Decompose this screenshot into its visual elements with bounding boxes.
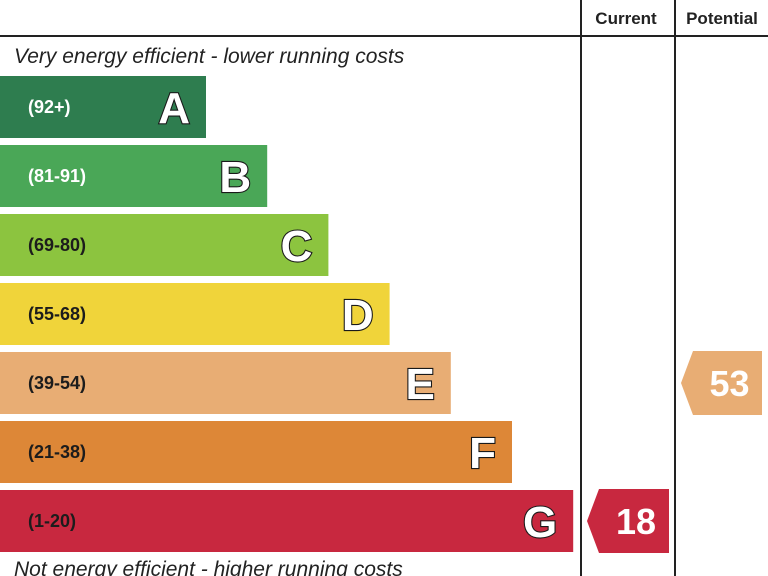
band-b-range: (81-91) <box>28 166 86 186</box>
band-b: (81-91) B <box>0 145 268 207</box>
band-f-bar <box>0 421 512 483</box>
band-a-letter: A <box>158 84 190 133</box>
band-f-range: (21-38) <box>28 442 86 462</box>
potential-rating-value: 53 <box>709 363 749 404</box>
band-e-letter: E <box>405 360 434 409</box>
band-g: (1-20) G <box>0 490 574 552</box>
bottom-caption: Not energy efficient - higher running co… <box>14 558 403 576</box>
current-rating-arrow <box>587 489 669 553</box>
current-rating-marker: 18 <box>587 489 669 553</box>
band-g-bar <box>0 490 574 552</box>
band-c-range: (69-80) <box>28 235 86 255</box>
band-c: (69-80) C <box>0 214 329 276</box>
potential-column-header: Potential <box>686 9 758 28</box>
band-f-letter: F <box>469 429 496 478</box>
band-g-range: (1-20) <box>28 511 76 531</box>
band-c-letter: C <box>281 222 313 271</box>
band-b-letter: B <box>219 153 251 202</box>
band-e-bar <box>0 352 451 414</box>
rating-bands: (92+) A (81-91) B (69-80) C (55-68) D (39-54) E (2… <box>0 76 574 552</box>
potential-rating-marker: 53 <box>681 351 762 415</box>
current-column-header: Current <box>595 9 657 28</box>
potential-rating-arrow <box>681 351 762 415</box>
band-a-bar <box>0 76 206 138</box>
current-rating-value: 18 <box>616 501 656 542</box>
band-e-range: (39-54) <box>28 373 86 393</box>
band-g-letter: G <box>523 498 557 547</box>
band-b-bar <box>0 145 268 207</box>
band-c-bar <box>0 214 329 276</box>
band-a: (92+) A <box>0 76 206 138</box>
band-f: (21-38) F <box>0 421 512 483</box>
band-d: (55-68) D <box>0 283 390 345</box>
band-a-range: (92+) <box>28 97 71 117</box>
top-caption: Very energy efficient - lower running co… <box>14 45 405 68</box>
band-d-letter: D <box>342 291 374 340</box>
band-e: (39-54) E <box>0 352 451 414</box>
band-d-range: (55-68) <box>28 304 86 324</box>
band-d-bar <box>0 283 390 345</box>
